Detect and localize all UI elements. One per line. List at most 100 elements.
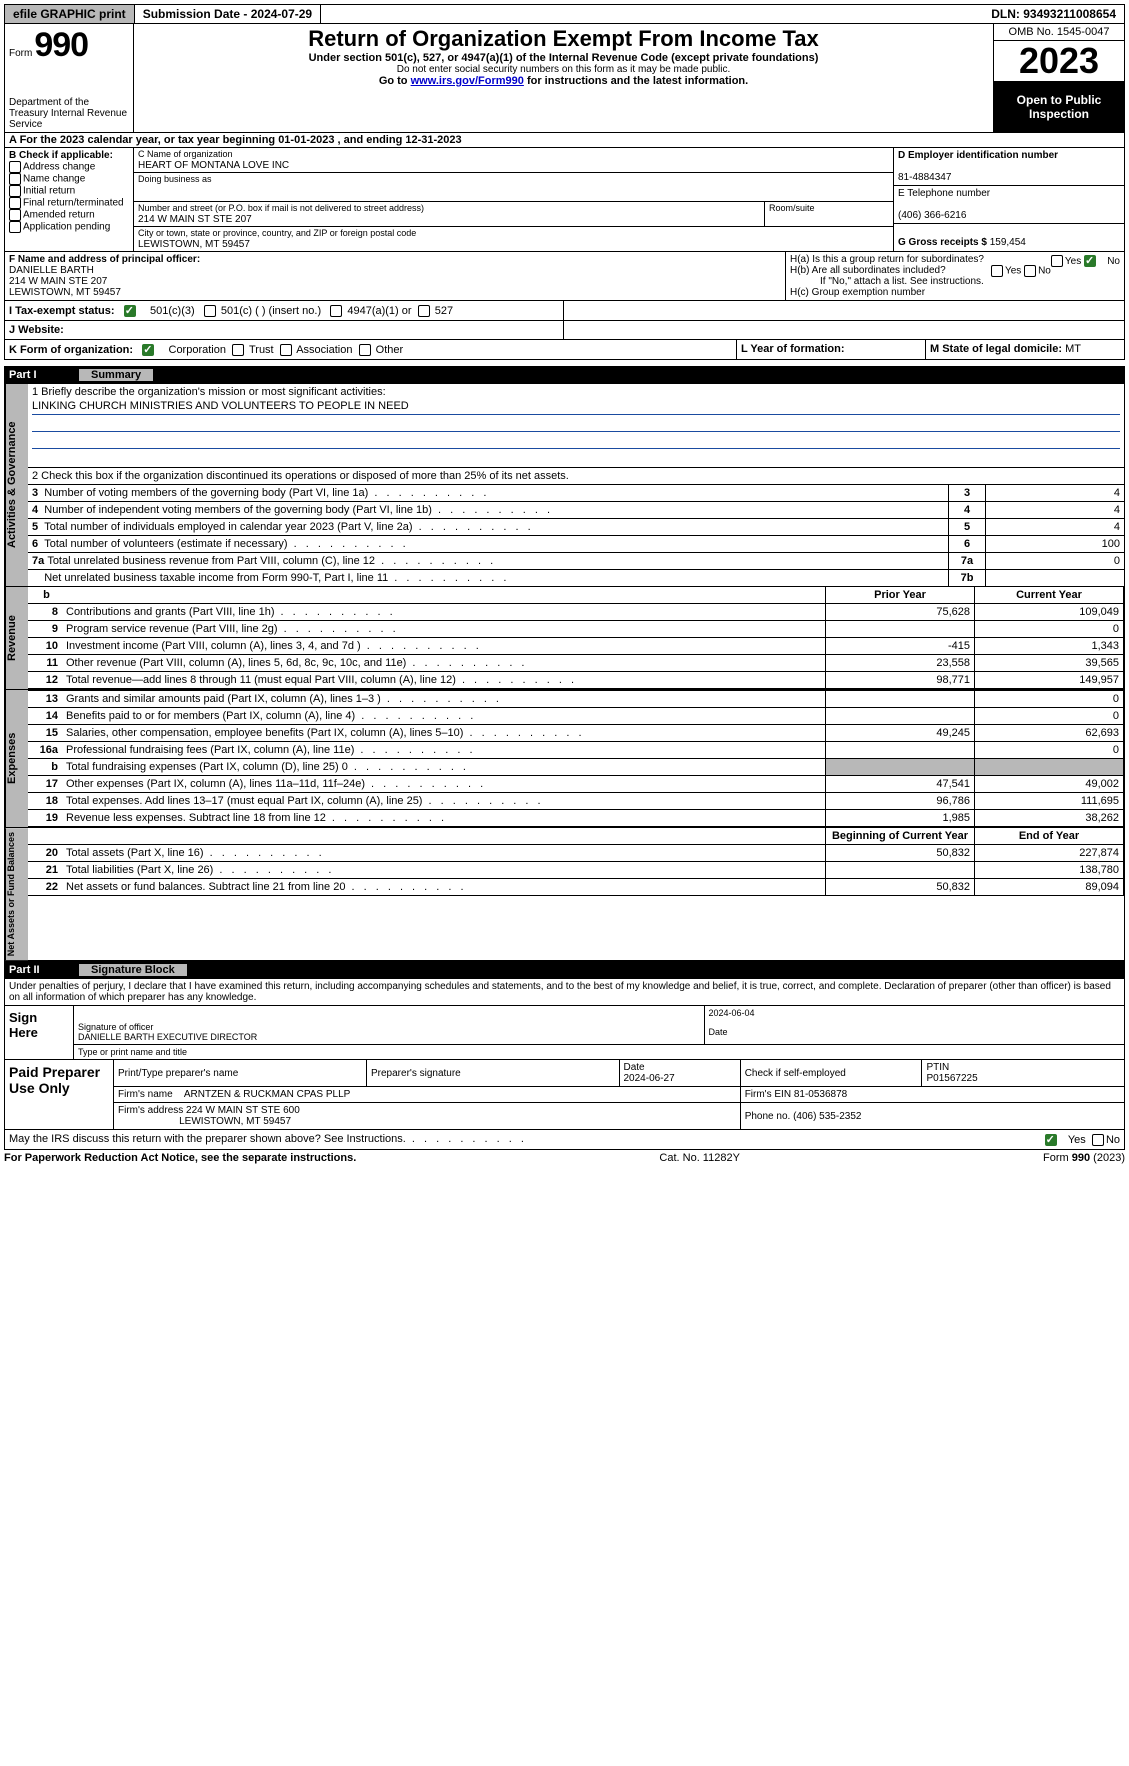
h-a-group-return: H(a) Is this a group return for subordin… [790,254,1120,265]
net-assets-table: Beginning of Current YearEnd of Year 20T… [28,828,1124,896]
dept-treasury: Department of the Treasury Internal Reve… [9,97,129,130]
room-label: Room/suite [769,203,815,213]
tax-year-line-a: A For the 2023 calendar year, or tax yea… [4,133,1125,148]
table-row: 16aProfessional fundraising fees (Part I… [28,742,1124,759]
net-assets-label: Net Assets or Fund Balances [5,828,28,960]
table-row: 21Total liabilities (Part X, line 26)138… [28,862,1124,879]
street-label: Number and street (or P.O. box if mail i… [138,203,424,213]
revenue-label: Revenue [5,587,28,689]
gross-receipts-label: G Gross receipts $ [898,237,990,248]
form-number: Form 990 [9,26,129,65]
cb-association[interactable] [280,344,294,356]
officer-group-section: F Name and address of principal officer:… [4,251,1125,300]
form-org-row: K Form of organization: Corporation Trus… [4,339,1125,360]
table-row: 7a Total unrelated business revenue from… [28,553,1124,570]
paid-preparer-block: Paid Preparer Use Only Print/Type prepar… [4,1060,1125,1130]
cb-527[interactable] [418,305,432,317]
cb-501c3[interactable] [124,305,147,317]
dba-label: Doing business as [138,174,212,184]
form-instructions-link: Go to www.irs.gov/Form990 for instructio… [138,75,989,87]
table-row: Net unrelated business taxable income fr… [28,570,1124,587]
table-row: 8Contributions and grants (Part VIII, li… [28,604,1124,621]
h-b-note: If "No," attach a list. See instructions… [790,276,1120,287]
state-domicile-value: MT [1065,343,1081,355]
table-row: 10Investment income (Part VIII, column (… [28,638,1124,655]
city-label: City or town, state or province, country… [138,228,416,238]
irs-discuss-no[interactable] [1092,1134,1106,1146]
state-domicile-label: M State of legal domicile: [930,343,1065,355]
tax-exempt-row: I Tax-exempt status: 501(c)(3) 501(c) ( … [4,300,1125,320]
h-c-exemption: H(c) Group exemption number [790,287,1120,298]
cb-application-pending[interactable]: Application pending [9,221,129,233]
table-row: 6 Total number of volunteers (estimate i… [28,536,1124,553]
firm-name: ARNTZEN & RUCKMAN CPAS PLLP [184,1089,351,1100]
form-title: Return of Organization Exempt From Incom… [138,26,989,52]
ptin-value: P01567225 [926,1073,977,1084]
cb-name-change[interactable]: Name change [9,173,129,185]
revenue-table: b Prior YearCurrent Year 8Contributions … [28,587,1124,689]
activities-governance-label: Activities & Governance [5,384,28,586]
expenses-table: 13Grants and similar amounts paid (Part … [28,690,1124,827]
firm-addr2: LEWISTOWN, MT 59457 [179,1116,291,1127]
table-row: 19Revenue less expenses. Subtract line 1… [28,810,1124,827]
cb-amended-return[interactable]: Amended return [9,209,129,221]
expenses-label: Expenses [5,690,28,827]
firm-ein: 81-0536878 [794,1089,847,1100]
org-name-label: C Name of organization [138,149,233,159]
year-formation-label: L Year of formation: [741,343,845,355]
table-row: 14Benefits paid to or for members (Part … [28,708,1124,725]
table-row: 4 Number of independent voting members o… [28,502,1124,519]
page-footer: For Paperwork Reduction Act Notice, see … [4,1150,1125,1166]
cb-4947[interactable] [330,305,344,317]
irs-link[interactable]: www.irs.gov/Form990 [411,75,524,87]
cb-trust[interactable] [232,344,246,356]
cb-final-return[interactable]: Final return/terminated [9,197,129,209]
sig-date: 2024-06-04 [704,1006,1124,1020]
cb-initial-return[interactable]: Initial return [9,185,129,197]
mission-text: LINKING CHURCH MINISTRIES AND VOLUNTEERS… [32,400,1120,415]
efile-print-button[interactable]: efile GRAPHIC print [5,5,135,23]
omb-number: OMB No. 1545-0047 [994,24,1124,41]
cb-other[interactable] [359,344,373,356]
sign-here-block: Sign Here 2024-06-04 Signature of office… [4,1005,1125,1060]
table-row: 12Total revenue—add lines 8 through 11 (… [28,672,1124,689]
phone-label: E Telephone number [898,188,990,199]
cb-501c[interactable] [204,305,218,317]
cb-address-change[interactable]: Address change [9,161,129,173]
principal-officer-name: DANIELLE BARTH [9,265,94,276]
top-toolbar: efile GRAPHIC print Submission Date - 20… [4,4,1125,24]
principal-officer-addr2: LEWISTOWN, MT 59457 [9,287,121,298]
form-subtitle-1: Under section 501(c), 527, or 4947(a)(1)… [138,52,989,64]
cb-corporation[interactable] [142,344,165,356]
org-name: HEART OF MONTANA LOVE INC [138,160,889,171]
net-assets-section: Net Assets or Fund Balances Beginning of… [4,828,1125,961]
city-value: LEWISTOWN, MT 59457 [138,239,889,250]
table-row: 22Net assets or fund balances. Subtract … [28,879,1124,896]
phone-value: (406) 366-6216 [898,210,966,221]
form-header: Form 990 Department of the Treasury Inte… [4,24,1125,133]
table-row: bTotal fundraising expenses (Part IX, co… [28,759,1124,776]
line-2: 2 Check this box if the organization dis… [28,468,1124,485]
irs-discuss-row: May the IRS discuss this return with the… [4,1130,1125,1150]
self-employed-check[interactable]: Check if self-employed [740,1060,922,1087]
irs-discuss-yes[interactable] [1045,1134,1068,1146]
street-value: 214 W MAIN ST STE 207 [138,214,760,225]
form-subtitle-2: Do not enter social security numbers on … [138,64,989,75]
tax-year: 2023 [994,41,1124,82]
table-row: 11Other revenue (Part VIII, column (A), … [28,655,1124,672]
governance-table: 2 Check this box if the organization dis… [28,468,1124,586]
table-row: 3 Number of voting members of the govern… [28,485,1124,502]
firm-addr1: 224 W MAIN ST STE 600 [186,1105,300,1116]
table-row: 20Total assets (Part X, line 16)50,83222… [28,845,1124,862]
principal-officer-addr1: 214 W MAIN STE 207 [9,276,107,287]
ein-value: 81-4884347 [898,172,951,183]
box-b-checkboxes: B Check if applicable: Address change Na… [5,148,134,251]
gross-receipts-value: 159,454 [990,237,1026,248]
activities-governance-section: Activities & Governance 1 Briefly descri… [4,384,1125,587]
part-2-header: Part II Signature Block [4,961,1125,979]
identification-section: B Check if applicable: Address change Na… [4,148,1125,251]
website-row: J Website: [4,320,1125,339]
part-1-header: Part I Summary [4,366,1125,384]
mission-block: 1 Briefly describe the organization's mi… [28,384,1124,468]
table-row: 5 Total number of individuals employed i… [28,519,1124,536]
